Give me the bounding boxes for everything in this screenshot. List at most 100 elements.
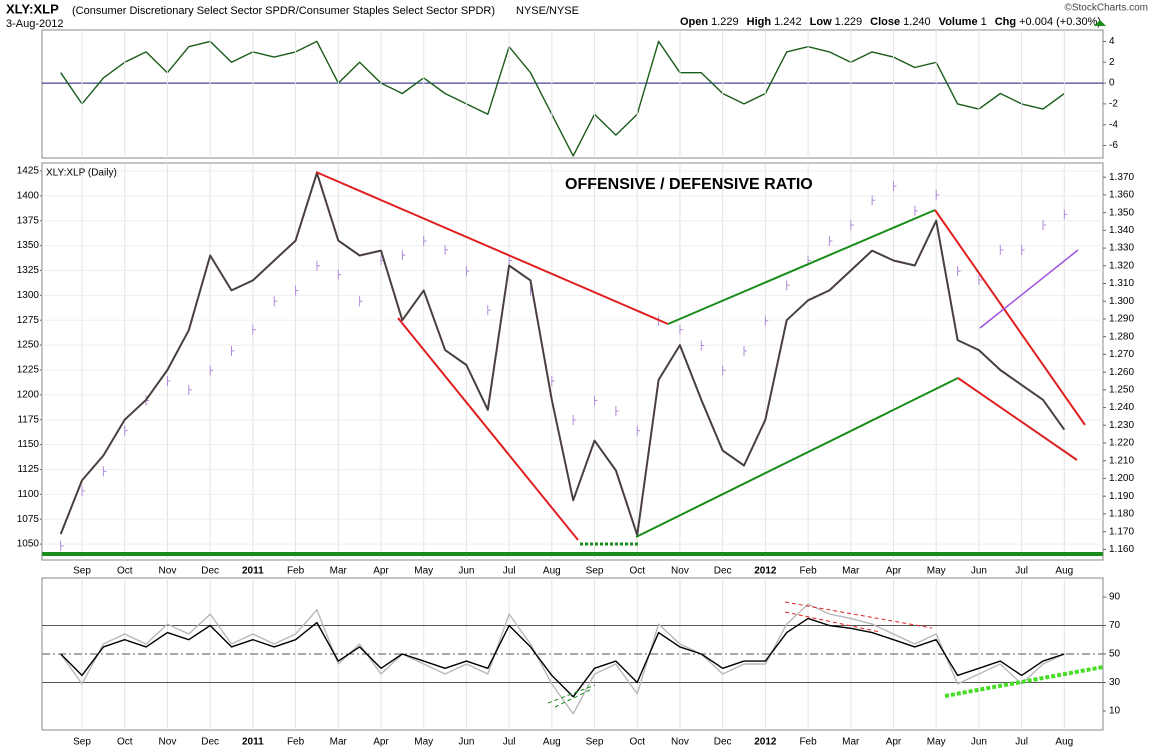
price-bar [401,250,406,261]
y-tick-label: 1300 [17,290,40,301]
price-bar [1042,220,1046,231]
price-bar [999,244,1004,255]
annotation: OFFENSIVE / DEFENSIVE RATIO [565,176,813,193]
y2-tick-label: 1.200 [1109,473,1134,484]
x-tick-label: Oct [117,566,133,577]
annotations [42,171,1104,708]
price-bar [679,324,683,335]
y-tick-label: 70 [1109,620,1121,631]
series-line [60,617,1065,698]
x-tick-label: Mar [842,566,860,577]
legend-label: XLY:XLP (Daily) [46,168,117,179]
date: 3-Aug-2012 [6,18,64,30]
y-tick-label: 1250 [17,340,40,351]
y-tick-label: 2 [1109,57,1115,68]
x-tick-label: Nov [159,566,177,577]
price-bar [252,324,256,335]
price-bar [465,266,470,277]
y-tick-label: 50 [1109,649,1121,660]
x-tick-label: May [414,566,433,577]
quote-value: 1.229 [835,16,863,28]
quote-value: +0.004 (+0.30%) [1019,16,1101,28]
x-tick-label: May [927,737,946,748]
x-tick-label: Aug [543,737,561,748]
x-tick-label: Oct [629,737,645,748]
y-tick-label: 1175 [17,414,39,425]
x-tick-label: Dec [714,566,732,577]
trend-line [957,377,1078,461]
x-tick-label: Aug [1055,737,1073,748]
symbol: XLY:XLP [6,1,59,16]
x-tick-label: Oct [629,566,645,577]
y-tick-label: 1050 [17,539,40,550]
trend-line [315,171,669,325]
y2-tick-label: 1.360 [1109,190,1134,201]
y2-tick-label: 1.310 [1109,278,1134,289]
x-tick-label: 2012 [754,566,777,577]
trend-line [784,611,881,633]
price-bar [594,395,598,406]
price-bar [166,375,171,386]
price-bar [914,205,918,216]
price-bar [700,340,705,351]
y-tick-label: 1350 [17,240,40,251]
series-line [60,40,1065,157]
price-bar [957,266,961,277]
price-bar [636,425,641,436]
plots: 4 2 0 -2 -4 -6 Sep Oct Nov Dec 2011 Feb Mar Apr May Jun… [17,30,1134,748]
quote-value: 1.229 [711,16,739,28]
quote-value: 1 [981,16,987,28]
y-tick-label: 90 [1109,592,1121,603]
trend-line [547,684,596,704]
quote-label: Close [870,16,900,28]
quote-label: Open [680,16,708,28]
price-bar [81,485,86,496]
x-tick-label: Jun [971,737,987,748]
y-tick-label: 1150 [17,439,39,450]
x-tick-label: Dec [201,566,219,577]
price-bar [487,305,491,316]
y-tick-label: 30 [1109,677,1121,688]
quote: Open 1.229 High 1.242 Low 1.229 Close 1.240 Volu… [680,16,1101,28]
price-bar [615,406,619,417]
x-tick-label: Feb [287,566,305,577]
price-bar [722,365,726,376]
price-bar [231,345,235,356]
series-line [59,171,1066,537]
y-tick-label: 1425 [17,166,40,177]
price-bar [337,269,342,280]
y2-tick-label: 1.250 [1109,384,1134,395]
price-bar [871,195,876,206]
y2-tick-label: 1.210 [1109,455,1134,466]
price-bar [444,244,449,255]
x-tick-label: Mar [330,737,348,748]
x-tick-label: Jun [458,737,474,748]
y2-tick-label: 1.290 [1109,314,1134,325]
trend-line [979,249,1079,329]
x-tick-label: Nov [671,737,689,748]
y2-tick-label: 1.220 [1109,438,1134,449]
trend-line [667,209,936,325]
header: XLY:XLP (Consumer Discretionary Select S… [6,1,1148,29]
trend-line [635,377,959,538]
price-bar [786,280,790,291]
price-bar [124,425,128,436]
price-bar [978,274,982,285]
x-tick-label: Mar [330,566,348,577]
x-tick-label: 2011 [242,566,264,577]
x-tick-label: May [927,566,946,577]
y-tick-label: -4 [1109,119,1118,130]
x-tick-label: Jul [1015,737,1028,748]
y2-tick-label: 1.370 [1109,172,1134,183]
quote-label: Chg [995,16,1016,28]
y2-tick-label: 1.240 [1109,402,1134,413]
y-tick-label: 1075 [17,514,40,525]
y-tick-label: 4 [1109,36,1115,47]
y2-tick-label: 1.330 [1109,243,1134,254]
price-bar [508,255,513,266]
y2-tick-label: 1.230 [1109,420,1134,431]
y-tick-label: 1200 [17,389,40,400]
quote-label: High [747,16,772,28]
x-tick-label: Sep [586,737,604,748]
